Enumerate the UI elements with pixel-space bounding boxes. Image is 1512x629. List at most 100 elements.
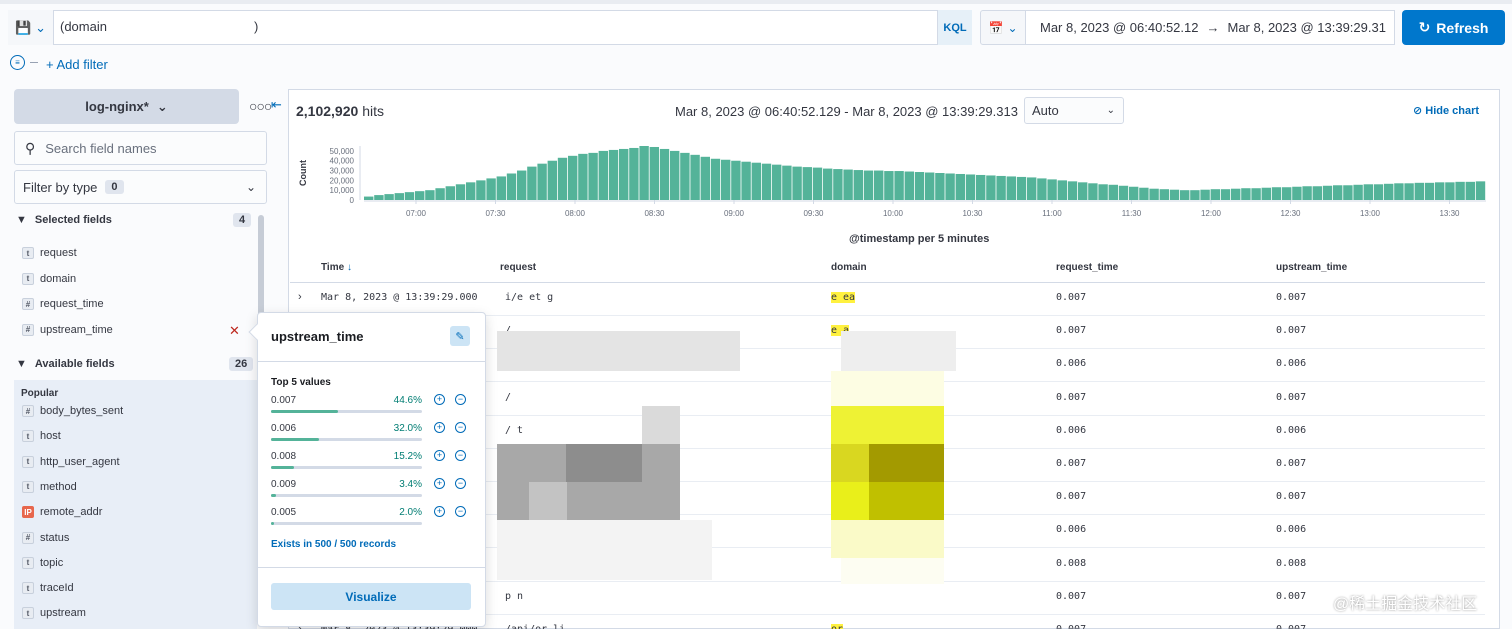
histogram-bar[interactable] [1394, 183, 1404, 200]
histogram-bar[interactable] [1455, 181, 1465, 200]
histogram-bar[interactable] [1169, 189, 1180, 200]
histogram-bar[interactable] [731, 160, 741, 200]
add-filter-link[interactable]: + Add filter [46, 57, 108, 72]
field-item-request[interactable]: t request [22, 247, 77, 259]
histogram-bar[interactable] [517, 170, 527, 200]
field-item-topic[interactable]: t topic [22, 556, 63, 569]
histogram-bar[interactable] [1057, 180, 1067, 200]
field-item-remote-addr[interactable]: IP remote_addr [22, 506, 102, 519]
histogram-bar[interactable] [1098, 184, 1108, 200]
histogram-bar[interactable] [445, 186, 455, 200]
histogram-bar[interactable] [935, 173, 945, 200]
histogram-bar[interactable] [965, 174, 976, 200]
histogram-bar[interactable] [466, 182, 476, 200]
histogram-bar[interactable] [435, 188, 445, 200]
filter-out-value-icon[interactable]: − [455, 450, 466, 461]
histogram-bar[interactable] [792, 166, 802, 200]
field-item-status[interactable]: # status [22, 531, 69, 544]
filter-for-value-icon[interactable]: + [434, 450, 445, 461]
histogram-bar[interactable] [680, 152, 690, 200]
histogram-bar[interactable] [1159, 189, 1169, 200]
histogram-bar[interactable] [506, 173, 517, 200]
histogram-bar[interactable] [1190, 190, 1200, 200]
column-header-domain[interactable]: domain [831, 262, 867, 273]
field-item-upstream[interactable]: t upstream [22, 607, 86, 620]
histogram-bar[interactable] [1424, 182, 1435, 200]
histogram-bar[interactable] [425, 190, 435, 200]
histogram-bar[interactable] [914, 172, 925, 200]
histogram-bar[interactable] [1475, 181, 1486, 200]
histogram-bar[interactable] [455, 184, 466, 200]
remove-field-icon[interactable]: ✕ [229, 323, 240, 338]
filter-out-value-icon[interactable]: − [455, 478, 466, 489]
filter-by-type-dropdown[interactable]: Filter by type 0 ⌄ [14, 170, 267, 204]
histogram-bar[interactable] [884, 171, 894, 200]
histogram-bar[interactable] [976, 174, 986, 200]
filter-options-icon[interactable]: ≡ [10, 55, 25, 70]
histogram-bar[interactable] [1210, 189, 1220, 200]
histogram-bar[interactable] [904, 171, 914, 200]
histogram-bar[interactable] [802, 167, 812, 200]
histogram-bar[interactable] [1067, 181, 1078, 200]
histogram-bar[interactable] [1312, 186, 1322, 200]
field-item-traceId[interactable]: t traceId [22, 582, 74, 595]
histogram-bar[interactable] [1047, 179, 1057, 200]
histogram-bar[interactable] [486, 178, 496, 200]
histogram-bar[interactable] [986, 175, 996, 200]
histogram-bar[interactable] [1149, 188, 1159, 200]
filter-for-value-icon[interactable]: + [434, 394, 445, 405]
filter-out-value-icon[interactable]: − [455, 394, 466, 405]
histogram-bar[interactable] [1118, 185, 1129, 200]
field-item-host[interactable]: t host [22, 430, 61, 443]
histogram-bar[interactable] [782, 165, 792, 200]
query-input-text[interactable]: (domain [60, 19, 107, 34]
histogram-bar[interactable] [404, 192, 415, 200]
histogram-bar[interactable] [374, 195, 384, 200]
filter-for-value-icon[interactable]: + [434, 422, 445, 433]
histogram-bar[interactable] [1404, 183, 1414, 200]
histogram-bar[interactable] [557, 157, 568, 200]
saved-query-button[interactable]: 💾 ⌄ [8, 10, 54, 45]
histogram-bar[interactable] [588, 152, 598, 200]
column-header-request[interactable]: request [500, 262, 537, 273]
histogram-bar[interactable] [598, 150, 608, 200]
histogram-bar[interactable] [608, 149, 619, 200]
field-item-upstream-time[interactable]: # upstream_time [22, 323, 113, 336]
histogram-bar[interactable] [364, 196, 374, 200]
histogram-bar[interactable] [874, 170, 884, 200]
histogram-bar[interactable] [1292, 186, 1302, 200]
selected-fields-toggle[interactable]: ▼ Selected fields [16, 214, 112, 226]
histogram-bar[interactable] [833, 169, 843, 200]
histogram-bar[interactable] [394, 193, 404, 200]
histogram-bar[interactable] [741, 161, 751, 200]
histogram-bar[interactable] [639, 146, 649, 200]
histogram-bar[interactable] [1088, 183, 1098, 200]
histogram-bar[interactable] [1006, 176, 1016, 200]
filter-out-value-icon[interactable]: − [455, 422, 466, 433]
histogram-bar[interactable] [945, 173, 955, 200]
histogram-bar[interactable] [812, 167, 823, 200]
histogram-bar[interactable] [659, 148, 670, 200]
histogram-bar[interactable] [925, 172, 935, 200]
interval-select[interactable]: Auto ⌄ [1024, 97, 1124, 124]
histogram-bar[interactable] [843, 169, 853, 200]
query-language-button[interactable]: KQL [937, 10, 972, 45]
more-options-icon[interactable]: ○○○ [249, 98, 272, 114]
histogram-bar[interactable] [1037, 178, 1047, 200]
histogram-bar[interactable] [619, 148, 629, 200]
histogram-bar[interactable] [823, 168, 833, 200]
histogram-bar[interactable] [1445, 182, 1455, 200]
histogram-bar[interactable] [1251, 188, 1261, 200]
histogram-bar[interactable] [1027, 177, 1037, 200]
histogram-bar[interactable] [710, 158, 721, 200]
histogram-bar[interactable] [1271, 187, 1282, 200]
histogram-bar[interactable] [690, 154, 700, 200]
histogram-bar[interactable] [1302, 186, 1312, 200]
field-item-body-bytes-sent[interactable]: # body_bytes_sent [22, 405, 123, 417]
histogram-bar[interactable] [1363, 184, 1373, 200]
histogram-bar[interactable] [496, 176, 506, 200]
histogram-bar[interactable] [894, 171, 904, 200]
visualize-button[interactable]: Visualize [271, 583, 471, 610]
histogram-bar[interactable] [578, 153, 588, 200]
